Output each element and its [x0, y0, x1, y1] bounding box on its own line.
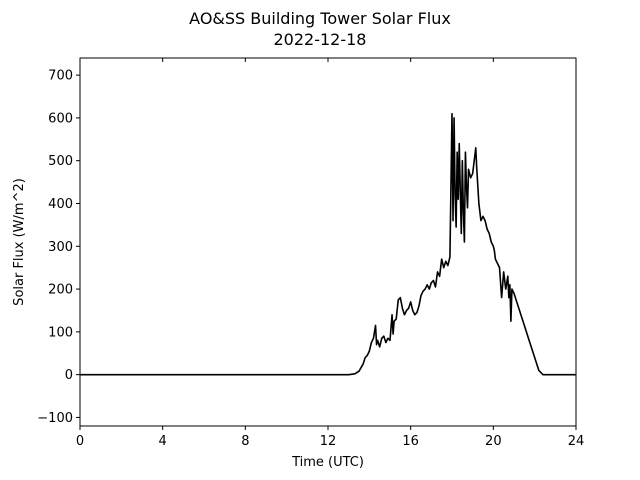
- plot-area: [79, 57, 577, 427]
- chart-title: AO&SS Building Tower Solar Flux: [189, 9, 451, 28]
- y-tick-label: 600: [48, 111, 73, 126]
- x-tick-label: 8: [241, 434, 249, 449]
- y-tick-label: 700: [48, 69, 73, 84]
- plot-frame: [79, 57, 577, 427]
- y-tick-label: 100: [48, 325, 73, 340]
- y-axis-label: Solar Flux (W/m^2): [12, 178, 27, 306]
- x-tick-label: 4: [159, 434, 167, 449]
- x-tick-label: 20: [485, 434, 502, 449]
- x-tick-label: 16: [402, 434, 419, 449]
- y-tick-label: 0: [65, 368, 73, 383]
- y-tick-label: −100: [37, 411, 73, 426]
- y-axis: −100 0 100 200 300 400 500 600 700: [37, 69, 80, 426]
- x-tick-label: 12: [320, 434, 337, 449]
- y-tick-label: 300: [48, 240, 73, 255]
- x-tick-label: 24: [568, 434, 585, 449]
- y-tick-label: 200: [48, 283, 73, 298]
- chart-subtitle: 2022-12-18: [274, 30, 367, 49]
- y-tick-label: 400: [48, 197, 73, 212]
- x-axis-label: Time (UTC): [291, 455, 364, 470]
- x-axis: 0 4 8 12 16 20 24: [76, 58, 584, 449]
- y-tick-label: 500: [48, 154, 73, 169]
- x-tick-label: 0: [76, 434, 84, 449]
- solar-flux-line: [80, 112, 576, 376]
